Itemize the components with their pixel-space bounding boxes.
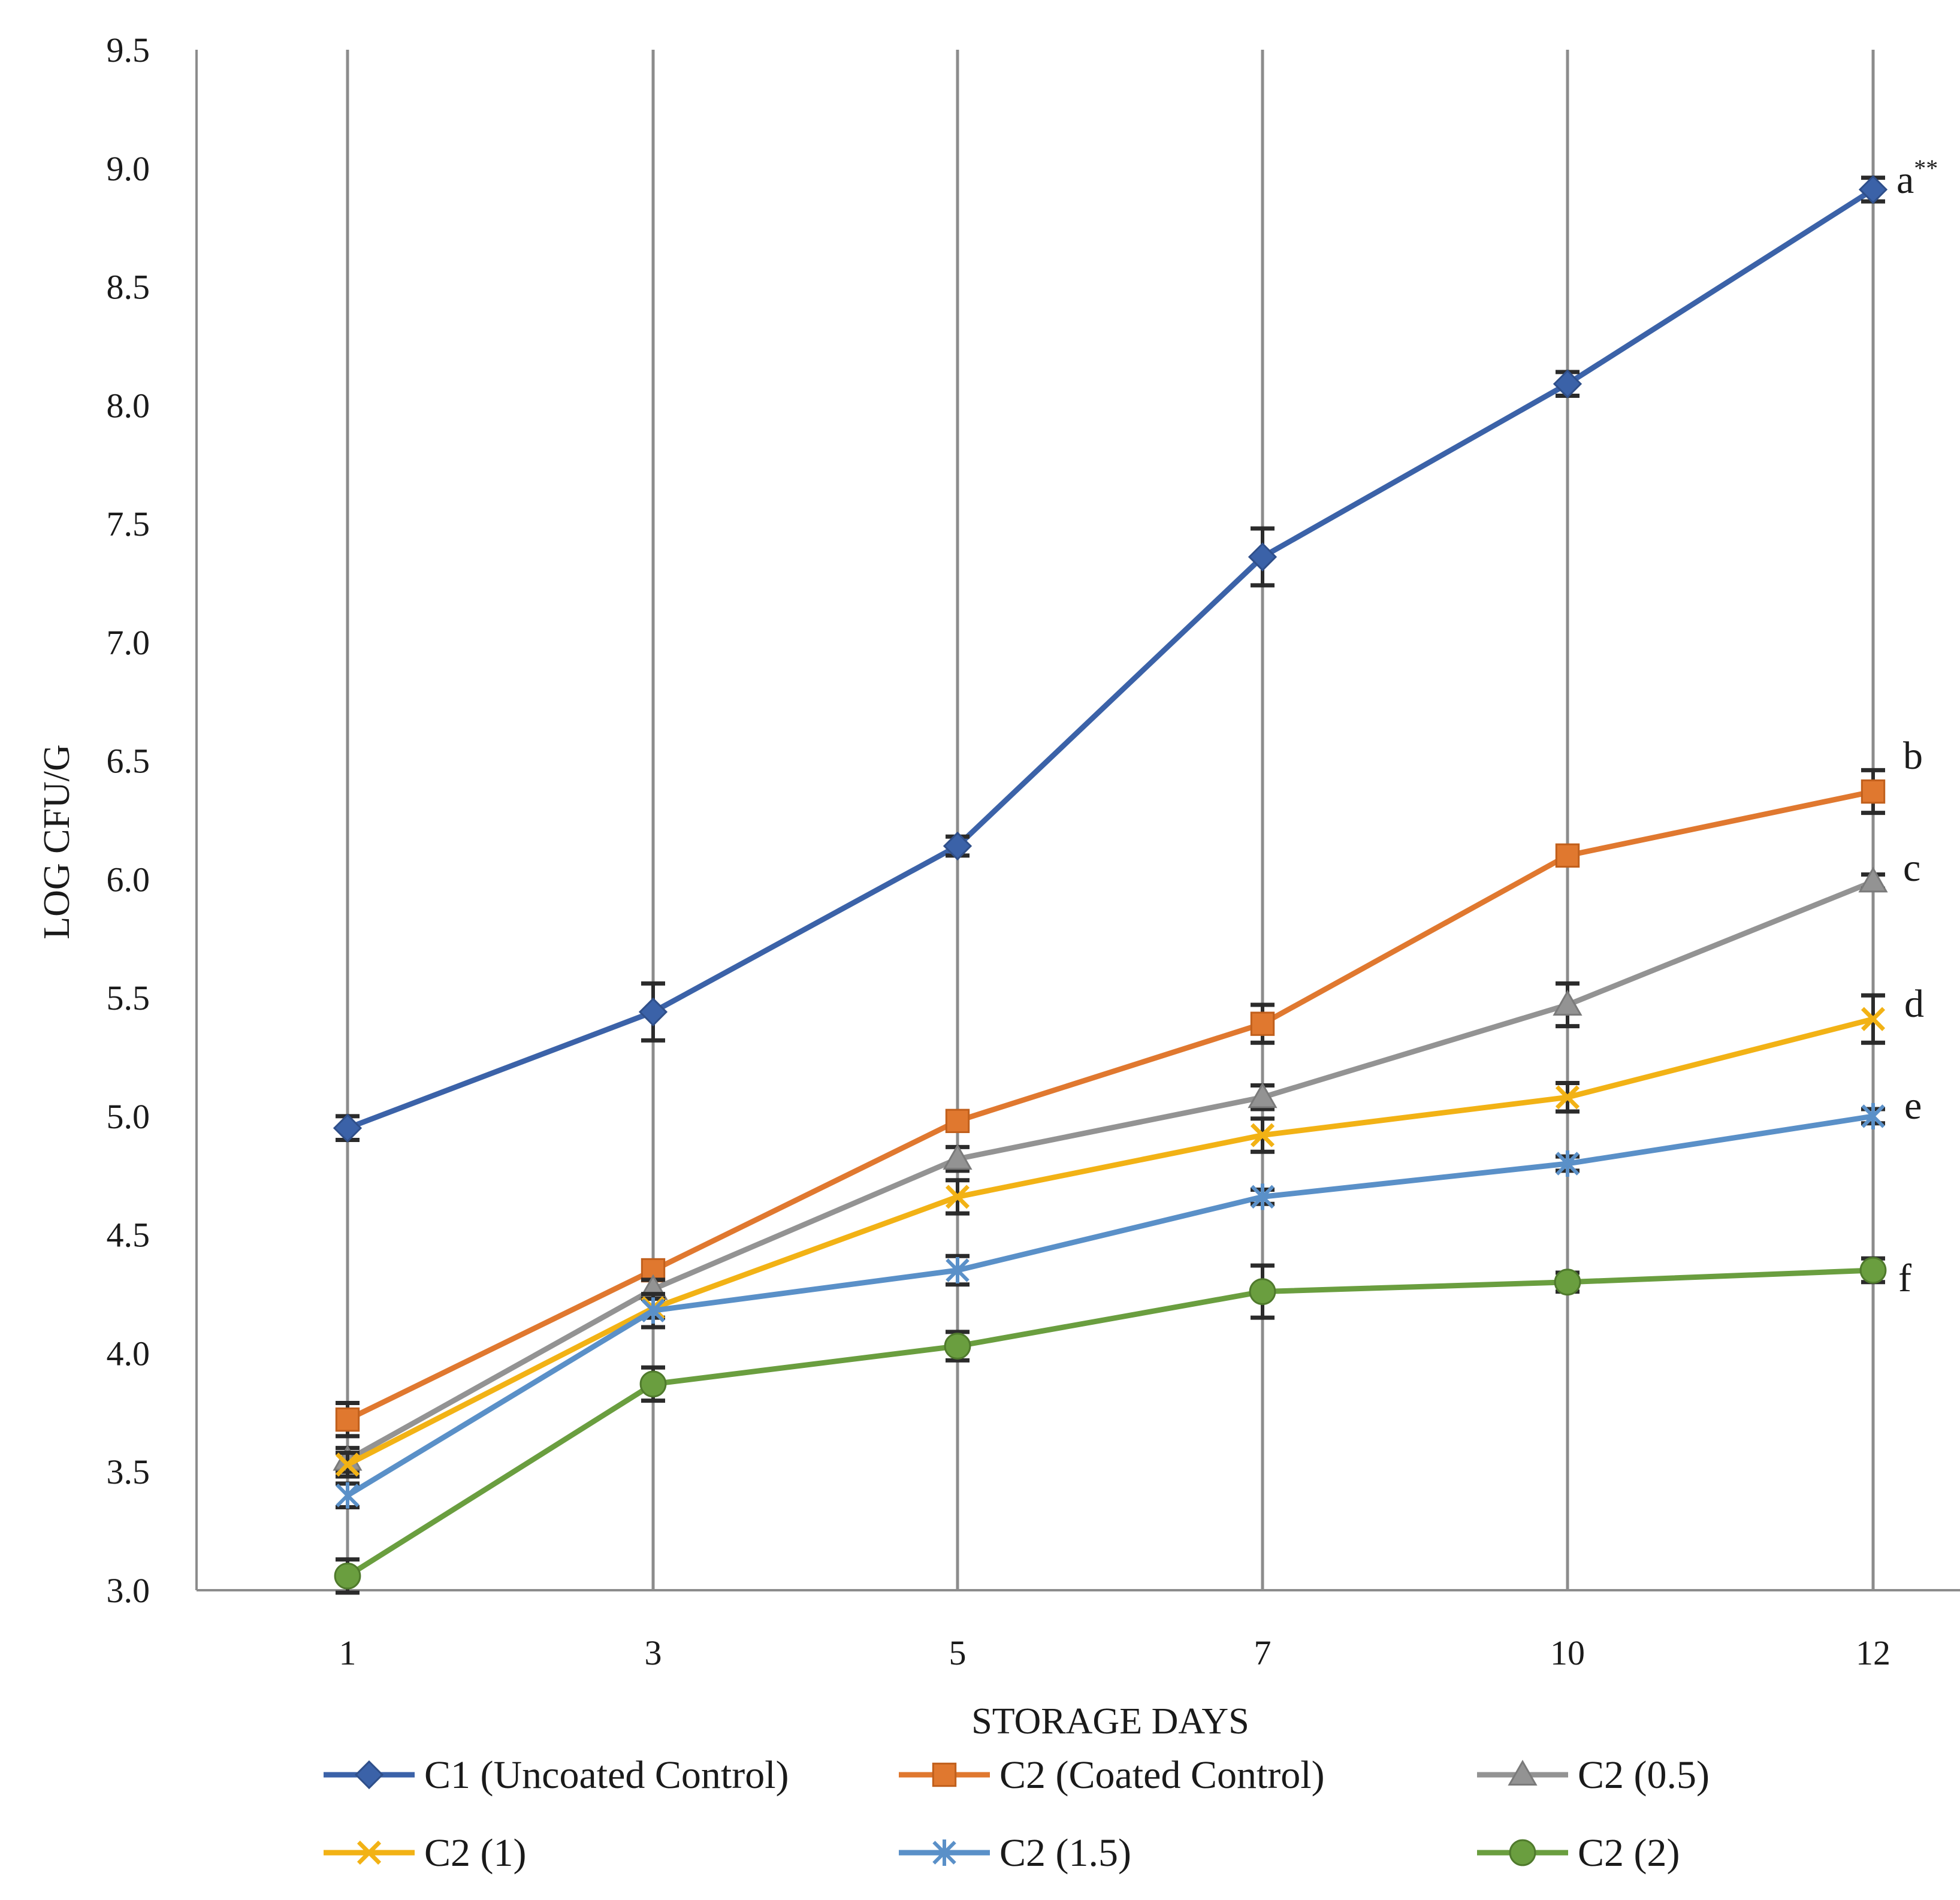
y-tick-label: 6.0 xyxy=(107,860,150,899)
data-point xyxy=(1556,1150,1580,1177)
legend-item: C2 (1) xyxy=(324,1831,526,1875)
y-tick-label: 6.5 xyxy=(107,742,150,781)
legend-marker xyxy=(1509,1839,1536,1866)
data-point xyxy=(943,1144,973,1170)
series-line xyxy=(346,1016,1874,1467)
legend-label: C2 (1.5) xyxy=(999,1831,1131,1875)
x-tick-label: 1 xyxy=(339,1633,357,1672)
legend-item: C2 (2) xyxy=(1477,1831,1680,1875)
data-point xyxy=(945,1185,970,1209)
x-tick-label: 12 xyxy=(1856,1633,1890,1672)
data-point xyxy=(1858,866,1888,893)
legend-item: C1 (Uncoated Control) xyxy=(324,1753,789,1797)
x-tick-labels: 1 3 5 7 10 12 xyxy=(339,1633,1891,1672)
series-6 xyxy=(334,1256,1887,1595)
y-tick-label: 7.5 xyxy=(107,505,150,543)
legend-marker xyxy=(357,1840,382,1865)
significance-label: b xyxy=(1903,734,1923,778)
data-point xyxy=(1249,1278,1276,1306)
legend-marker xyxy=(1508,1759,1538,1786)
series-line xyxy=(346,1267,1874,1579)
series-5 xyxy=(336,1102,1885,1510)
data-point xyxy=(1248,542,1278,572)
data-point xyxy=(1861,779,1886,804)
axes xyxy=(195,50,1960,1591)
significance-label: d xyxy=(1904,982,1924,1026)
y-tick-label: 5.0 xyxy=(107,1097,150,1136)
y-tick-label: 9.0 xyxy=(107,149,150,188)
legend-marker xyxy=(354,1760,384,1790)
data-point xyxy=(641,1297,665,1324)
x-tick-label: 10 xyxy=(1550,1633,1585,1672)
series-1 xyxy=(333,175,1888,1143)
significance-label: f xyxy=(1898,1256,1911,1300)
data-point xyxy=(1555,1085,1580,1110)
data-point xyxy=(638,997,668,1027)
data-point xyxy=(944,1333,971,1360)
series-line xyxy=(346,1113,1874,1498)
data-point xyxy=(1553,989,1583,1016)
data-point xyxy=(1248,1082,1278,1108)
legend-label: C2 (0.5) xyxy=(1578,1753,1710,1797)
y-tick-label: 8.5 xyxy=(107,268,150,307)
legend-marker xyxy=(932,1839,956,1866)
data-point xyxy=(1250,1011,1275,1036)
series-line xyxy=(346,789,1874,1422)
gridlines xyxy=(346,50,1875,1590)
data-point xyxy=(333,1113,363,1143)
legend-label: C2 (Coated Control) xyxy=(999,1753,1325,1797)
legend-item: C2 (1.5) xyxy=(899,1831,1131,1875)
legend-label: C2 (2) xyxy=(1578,1831,1680,1875)
series-4 xyxy=(335,993,1886,1479)
x-axis-title: STORAGE DAYS xyxy=(971,1701,1249,1742)
legend-item: C2 (Coated Control) xyxy=(899,1753,1325,1797)
significance-label: a** xyxy=(1896,155,1938,202)
y-tick-label: 5.5 xyxy=(107,978,150,1017)
data-point xyxy=(1859,1256,1887,1284)
y-tick-label: 4.5 xyxy=(107,1216,150,1255)
x-tick-label: 5 xyxy=(949,1633,967,1672)
data-point xyxy=(1861,1007,1886,1031)
y-tick-label: 7.0 xyxy=(107,623,150,662)
data-point xyxy=(1553,369,1583,398)
significance-label: c xyxy=(1903,846,1920,890)
y-tick-label: 8.0 xyxy=(107,386,150,425)
y-tick-label: 9.5 xyxy=(107,31,150,70)
legend-label: C2 (1) xyxy=(424,1831,526,1875)
data-point xyxy=(335,1452,360,1477)
data-point xyxy=(639,1370,667,1398)
data-point xyxy=(1858,175,1888,204)
y-tick-label: 3.5 xyxy=(107,1452,150,1491)
data-point xyxy=(1555,843,1580,868)
x-tick-label: 3 xyxy=(645,1633,662,1672)
x-tick-label: 7 xyxy=(1254,1633,1272,1672)
data-point xyxy=(1861,1102,1885,1129)
data-point xyxy=(946,1257,970,1284)
y-tick-label: 3.0 xyxy=(107,1571,150,1610)
series-line xyxy=(346,187,1875,1131)
plot-area: 3.0 3.5 4.0 4.5 5.0 5.5 6.0 6.5 7.0 7.5 8.0 8.5 9.0 9… xyxy=(107,31,1960,1672)
legend-label: C1 (Uncoated Control) xyxy=(424,1753,789,1797)
data-point xyxy=(1554,1268,1581,1296)
series-lines xyxy=(333,175,1888,1595)
legend-item: C2 (0.5) xyxy=(1477,1753,1710,1797)
legend: C1 (Uncoated Control) C2 (Coated Control)… xyxy=(324,1753,1710,1875)
y-tick-label: 4.0 xyxy=(107,1334,150,1373)
data-point xyxy=(334,1562,361,1590)
data-point xyxy=(943,831,973,861)
data-point xyxy=(335,1407,360,1432)
legend-marker xyxy=(932,1762,957,1787)
y-tick-labels: 3.0 3.5 4.0 4.5 5.0 5.5 6.0 6.5 7.0 7.5 8.0 8.5 9.0 9… xyxy=(107,31,150,1610)
significance-labels: a** b c d e f xyxy=(1896,155,1938,1300)
series-3 xyxy=(333,866,1888,1474)
data-point xyxy=(336,1482,360,1509)
data-point xyxy=(1251,1183,1275,1210)
series-line xyxy=(346,879,1874,1463)
y-axis-title: LOG CFU/G xyxy=(37,744,77,940)
significance-label: e xyxy=(1904,1084,1922,1128)
data-point xyxy=(1250,1123,1275,1147)
data-point xyxy=(945,1108,970,1134)
